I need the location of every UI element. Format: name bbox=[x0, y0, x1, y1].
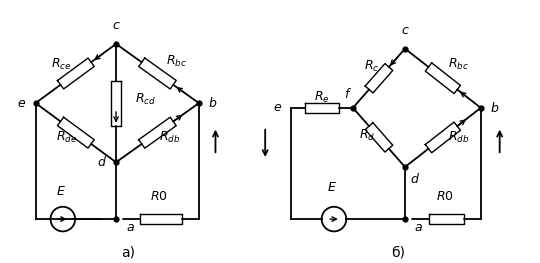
Text: $E$: $E$ bbox=[56, 185, 65, 198]
Text: $c$: $c$ bbox=[112, 19, 120, 32]
Text: $E$: $E$ bbox=[327, 181, 336, 194]
Text: $R_{de}$: $R_{de}$ bbox=[56, 130, 77, 145]
Text: $d$: $d$ bbox=[97, 155, 106, 169]
Text: $R_{ce}$: $R_{ce}$ bbox=[51, 57, 72, 72]
Text: $R_{bc}$: $R_{bc}$ bbox=[166, 54, 187, 69]
Text: $R_d$: $R_d$ bbox=[359, 128, 375, 143]
Text: $c$: $c$ bbox=[401, 24, 409, 37]
Text: $R_{db}$: $R_{db}$ bbox=[448, 130, 469, 145]
Text: $e$: $e$ bbox=[17, 97, 26, 110]
Text: $a$: $a$ bbox=[415, 221, 423, 234]
Text: $b$: $b$ bbox=[490, 101, 500, 115]
Text: $f$: $f$ bbox=[344, 87, 352, 101]
Text: $R_{cd}$: $R_{cd}$ bbox=[135, 92, 156, 107]
Text: $d$: $d$ bbox=[410, 172, 420, 186]
Text: б): б) bbox=[391, 246, 405, 260]
Text: $R_{bc}$: $R_{bc}$ bbox=[448, 57, 469, 72]
Text: $R0$: $R0$ bbox=[436, 190, 454, 203]
Text: $R_{db}$: $R_{db}$ bbox=[159, 130, 180, 145]
Text: $e$: $e$ bbox=[273, 101, 282, 114]
Text: $R_e$: $R_e$ bbox=[314, 90, 330, 105]
Text: а): а) bbox=[121, 246, 135, 260]
Text: $R0$: $R0$ bbox=[150, 190, 167, 203]
Text: $R_c$: $R_c$ bbox=[364, 59, 380, 74]
Text: $b$: $b$ bbox=[208, 96, 218, 110]
Text: $a$: $a$ bbox=[125, 221, 134, 234]
